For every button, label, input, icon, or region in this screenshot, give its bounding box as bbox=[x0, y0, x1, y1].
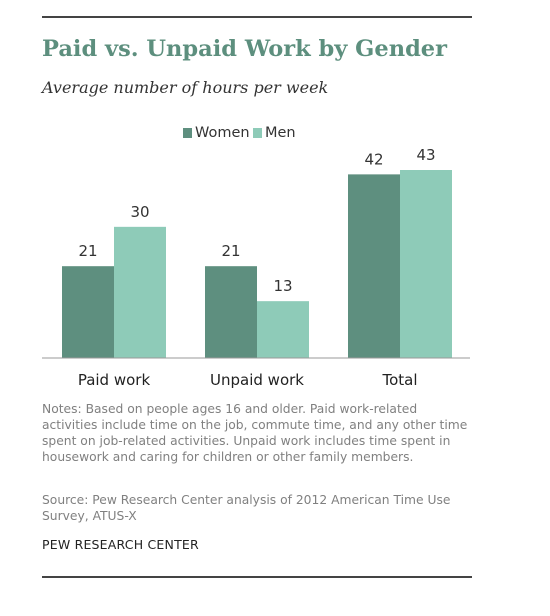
category-label-paid-work: Paid work bbox=[78, 371, 151, 389]
legend-label-women: Women bbox=[195, 125, 250, 141]
chart-subtitle: Average number of hours per week bbox=[42, 78, 329, 97]
chart-notes: Notes: Based on people ages 16 and older… bbox=[42, 402, 468, 464]
bar-paid-work-women bbox=[62, 266, 114, 358]
bar-total-men bbox=[400, 170, 452, 358]
legend-swatch-women bbox=[183, 128, 192, 138]
category-label-unpaid-work: Unpaid work bbox=[210, 371, 304, 389]
legend-label-men: Men bbox=[265, 125, 296, 141]
legend-swatch-men bbox=[253, 128, 262, 138]
value-label-total-women: 42 bbox=[364, 150, 383, 168]
value-label-unpaid-work-women: 21 bbox=[221, 242, 240, 260]
value-label-total-men: 43 bbox=[416, 146, 435, 164]
chart-title: Paid vs. Unpaid Work by Gender bbox=[42, 36, 447, 62]
top-rule bbox=[42, 16, 472, 18]
org-name: PEW RESEARCH CENTER bbox=[42, 537, 199, 552]
bar-unpaid-work-women bbox=[205, 266, 257, 358]
category-label-total: Total bbox=[381, 371, 417, 389]
bar-unpaid-work-men bbox=[257, 301, 309, 358]
value-label-paid-work-men: 30 bbox=[130, 203, 149, 221]
bottom-rule bbox=[42, 576, 472, 578]
value-label-paid-work-women: 21 bbox=[78, 242, 97, 260]
bar-chart: Women Men 21 30 Paid work 21 13 Unpaid work 42 43… bbox=[42, 125, 470, 389]
bar-paid-work-men bbox=[114, 226, 166, 358]
chart-source: Source: Pew Research Center analysis of … bbox=[42, 493, 451, 523]
bar-total-women bbox=[348, 174, 400, 358]
value-label-unpaid-work-men: 13 bbox=[273, 277, 292, 295]
